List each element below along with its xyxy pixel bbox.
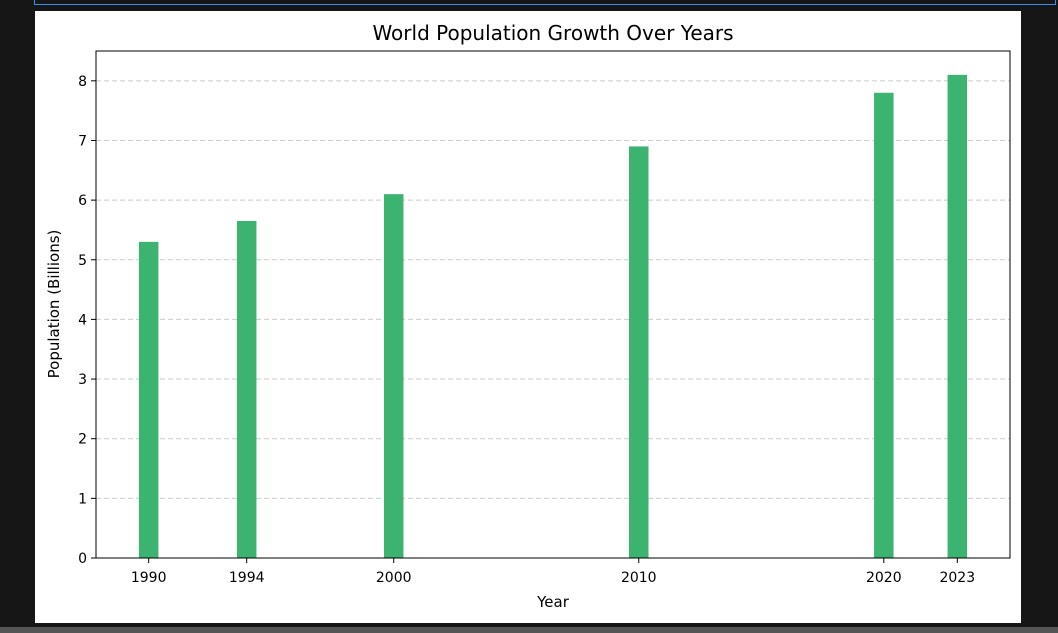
status-strip — [0, 627, 1058, 633]
bar — [383, 194, 404, 558]
plot-area-frame — [95, 50, 1011, 559]
y-tick-label: 6 — [78, 193, 87, 209]
y-axis-ticks: 0 1 2 3 4 5 6 7 8 — [78, 74, 96, 567]
bar — [629, 146, 649, 558]
x-tick-label: 2010 — [621, 570, 657, 586]
y-tick-label: 2 — [78, 432, 87, 448]
window-frame-edge — [34, 0, 1056, 5]
y-tick-label: 1 — [78, 491, 87, 507]
y-tick-label: 5 — [78, 253, 87, 269]
bar — [138, 241, 159, 558]
x-tick-label: 2023 — [939, 570, 975, 586]
chart-figure: 0 1 2 3 4 5 6 7 8 1990 1994 2000 2010 2020 2023 World… — [35, 11, 1021, 623]
bar-chart: 0 1 2 3 4 5 6 7 8 1990 1994 2000 2010 2020 2023 World… — [45, 21, 1011, 611]
x-axis-label: Year — [536, 593, 570, 611]
bar — [874, 92, 894, 559]
y-tick-label: 0 — [78, 551, 87, 567]
bars — [138, 74, 968, 559]
bar — [236, 220, 257, 558]
y-tick-label: 7 — [78, 133, 87, 149]
x-tick-label: 2000 — [376, 570, 412, 586]
y-tick-label: 8 — [78, 74, 87, 90]
x-tick-label: 1994 — [229, 570, 265, 586]
bar — [947, 74, 968, 558]
y-axis-label: Population (Billions) — [45, 230, 63, 379]
x-tick-label: 2020 — [866, 570, 902, 586]
grid-lines — [96, 80, 1010, 499]
chart-title: World Population Growth Over Years — [372, 21, 733, 45]
y-tick-label: 4 — [78, 312, 87, 328]
x-axis-ticks: 1990 1994 2000 2010 2020 2023 — [131, 558, 975, 586]
x-tick-label: 1990 — [131, 570, 167, 586]
y-tick-label: 3 — [78, 372, 87, 388]
